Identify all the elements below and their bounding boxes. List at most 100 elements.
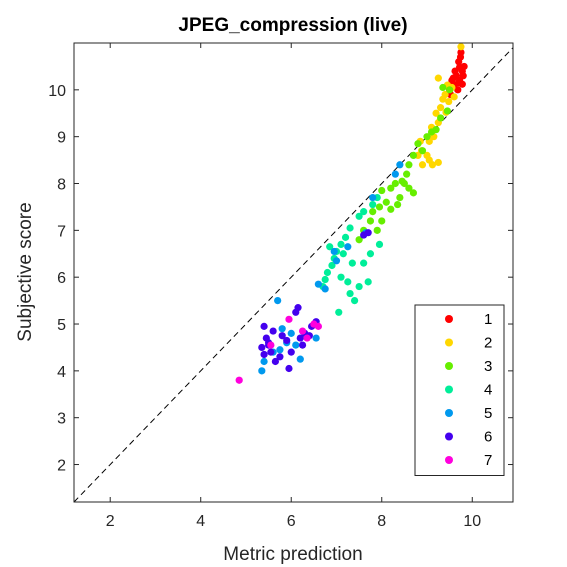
data-point-series-3: [396, 193, 404, 202]
data-point-series-5: [276, 346, 284, 354]
data-point-series-3: [387, 184, 395, 192]
data-point-series-3: [409, 189, 418, 197]
data-point-series-4: [321, 275, 329, 284]
legend-marker-6: [445, 432, 453, 441]
data-point-series-4: [355, 212, 363, 220]
y-tick-label: 3: [57, 411, 66, 428]
data-point-series-7: [298, 327, 307, 335]
data-point-series-4: [375, 240, 384, 248]
data-point-series-3: [446, 86, 454, 94]
y-tick-label: 2: [57, 458, 66, 475]
legend-marker-3: [445, 362, 453, 370]
data-point-series-3: [355, 236, 363, 244]
legend-label-7: 7: [484, 452, 492, 469]
data-point-series-2: [450, 93, 458, 101]
y-tick-label: 4: [57, 364, 66, 381]
data-point-series-4: [344, 278, 352, 286]
data-points-layer: [235, 43, 468, 384]
data-point-series-3: [400, 179, 408, 188]
data-point-series-2: [428, 161, 437, 169]
data-point-series-7: [285, 315, 293, 323]
data-point-series-4: [323, 268, 332, 277]
legend-label-2: 2: [484, 335, 492, 352]
legend-label-1: 1: [484, 311, 492, 328]
data-point-series-3: [393, 200, 402, 209]
data-point-series-4: [360, 259, 368, 267]
data-point-series-3: [403, 170, 411, 178]
data-point-series-3: [391, 179, 399, 188]
data-point-series-3: [439, 83, 447, 92]
data-point-series-6: [258, 343, 266, 352]
data-point-series-2: [432, 109, 440, 117]
data-point-series-5: [369, 193, 377, 202]
legend-marker-7: [445, 456, 453, 464]
data-point-series-4: [341, 233, 350, 241]
legend-label-6: 6: [484, 429, 492, 446]
y-tick-label: 10: [48, 83, 66, 100]
data-point-series-2: [457, 43, 465, 51]
y-tick-label: 9: [57, 130, 66, 147]
legend-label-5: 5: [484, 405, 492, 422]
data-point-series-5: [296, 355, 304, 363]
data-point-series-2: [439, 95, 447, 103]
data-point-series-6: [269, 327, 277, 335]
x-tick-label: 2: [106, 513, 115, 530]
data-point-series-1: [449, 74, 457, 82]
data-point-series-4: [328, 261, 336, 270]
data-point-series-6: [285, 364, 293, 373]
data-point-series-3: [414, 140, 422, 148]
data-point-series-1: [456, 53, 465, 61]
x-axis-ticks: 2 4 6 8 10: [106, 43, 481, 530]
data-point-series-4: [355, 282, 363, 291]
y-tick-label: 5: [57, 317, 66, 334]
data-point-series-3: [405, 161, 413, 169]
data-point-series-5: [391, 170, 399, 178]
legend: 1 2 3 4 5 6 7: [414, 304, 505, 476]
data-point-series-5: [260, 357, 268, 366]
data-point-series-4: [326, 243, 334, 251]
data-point-series-4: [337, 240, 345, 248]
data-point-series-6: [271, 357, 279, 366]
data-point-series-3: [418, 147, 427, 155]
legend-label-4: 4: [484, 382, 492, 399]
legend-marker-5: [445, 409, 453, 417]
data-point-series-4: [350, 297, 359, 305]
data-point-series-7: [303, 334, 311, 342]
data-point-series-1: [460, 62, 468, 71]
x-tick-label: 6: [287, 513, 296, 530]
data-point-series-4: [369, 200, 377, 209]
data-point-series-5: [314, 280, 322, 288]
data-point-series-5: [274, 297, 282, 305]
legend-label-3: 3: [484, 358, 492, 375]
data-point-series-3: [427, 128, 436, 136]
data-point-series-6: [276, 353, 284, 361]
data-point-series-5: [292, 341, 300, 349]
data-point-series-3: [387, 205, 395, 213]
x-tick-label: 4: [196, 513, 205, 530]
data-point-series-3: [436, 114, 445, 122]
legend-box: [414, 304, 505, 476]
data-point-series-6: [360, 231, 368, 239]
data-point-series-5: [312, 334, 320, 342]
data-point-series-6: [260, 322, 268, 330]
legend-marker-2: [445, 338, 453, 347]
data-point-series-2: [418, 161, 427, 169]
reference-line-layer: [73, 47, 514, 503]
y-axis-label: Subjective score: [15, 202, 36, 341]
data-point-series-6: [298, 341, 307, 349]
data-point-series-1: [455, 79, 463, 87]
data-point-series-2: [434, 158, 442, 167]
data-point-series-3: [373, 226, 381, 234]
data-point-series-3: [409, 151, 418, 160]
axes-box: [73, 42, 514, 503]
data-point-series-3: [423, 133, 431, 141]
data-point-series-3: [369, 208, 377, 216]
data-point-series-4: [366, 250, 375, 258]
data-point-series-2: [434, 74, 442, 82]
data-point-series-7: [314, 322, 322, 330]
data-point-series-5: [330, 247, 338, 256]
data-point-series-3: [366, 217, 375, 225]
data-point-series-6: [283, 336, 291, 345]
data-point-series-3: [443, 107, 451, 115]
y-tick-label: 8: [57, 177, 66, 194]
